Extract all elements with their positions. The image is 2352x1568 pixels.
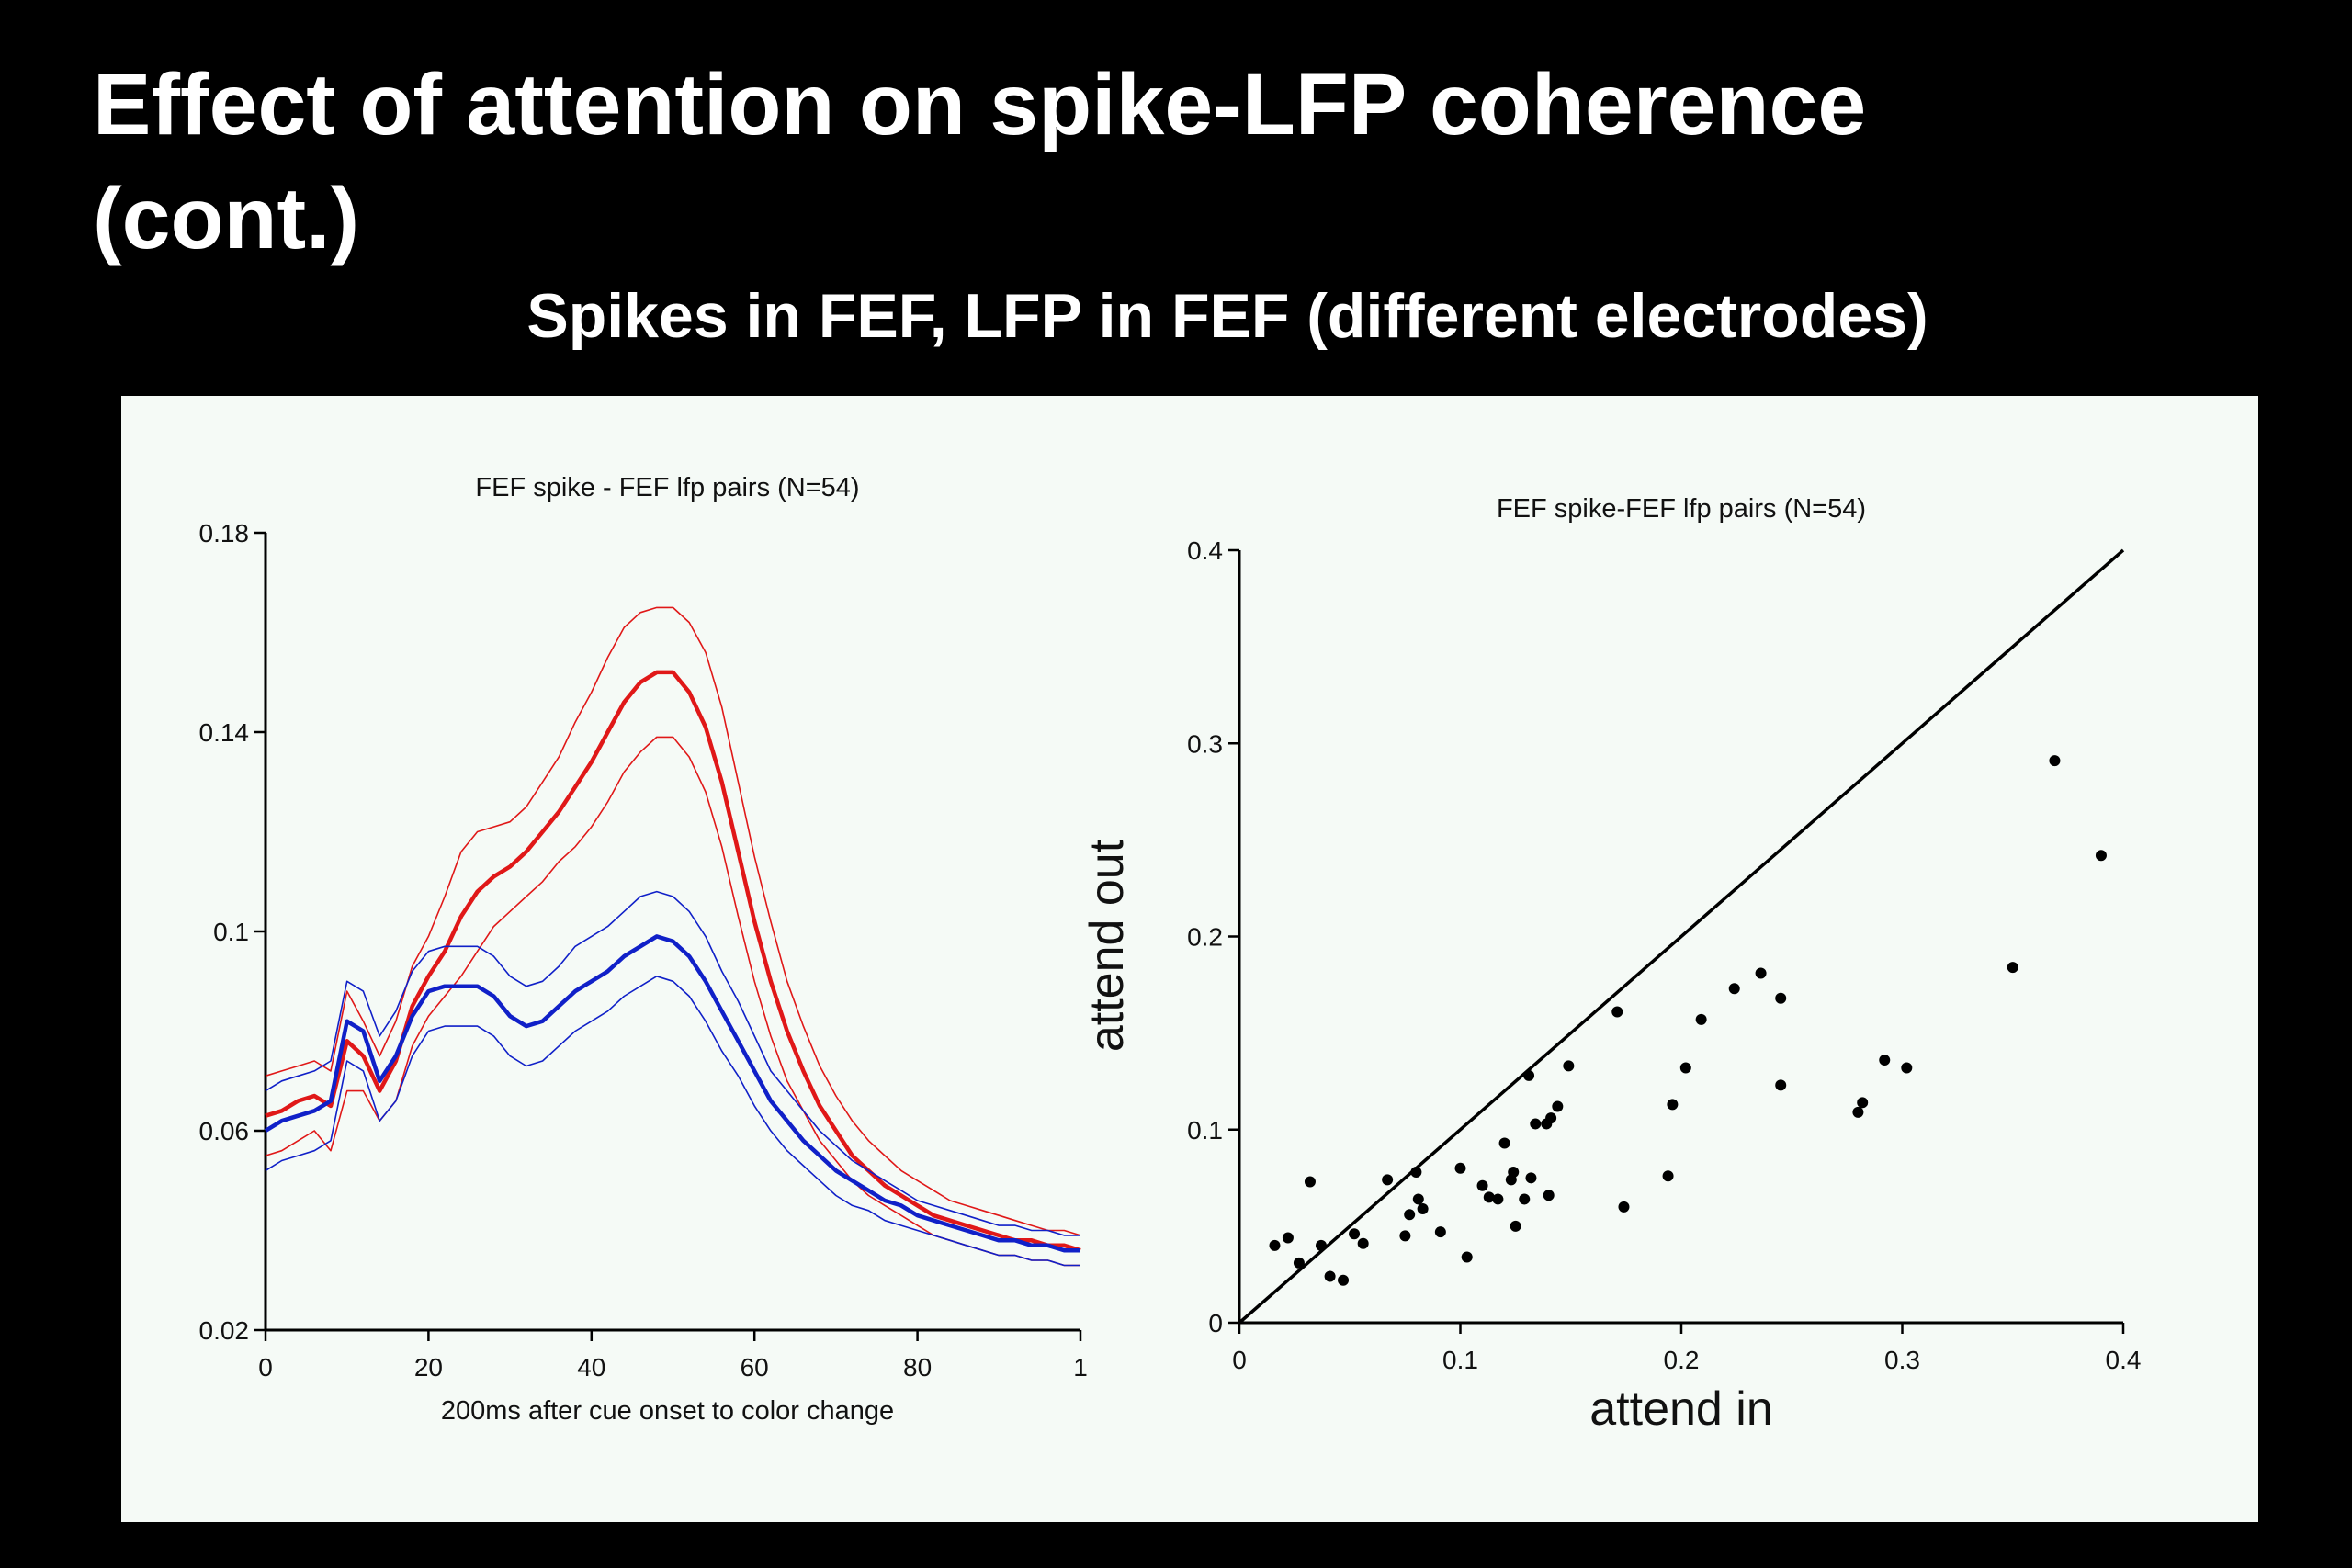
x-axis-label: 200ms after cue onset to color change [441,1396,894,1426]
x-tick-label: 60 [741,1353,769,1382]
y-tick-label: 0.1 [213,918,249,946]
y-tick-label: 0.2 [1187,923,1223,952]
scatter-point [1461,1251,1473,1263]
slide-subtitle: Spikes in FEF, LFP in FEF (different ele… [526,281,1928,351]
line-series [265,606,1081,1236]
scatter-point [2095,850,2107,862]
scatter-point [1618,1201,1630,1213]
x-tick-label: 0.3 [1884,1346,1920,1374]
scatter-point [1324,1270,1336,1282]
scatter-point [1476,1179,1488,1191]
scatter-point [1410,1167,1422,1179]
x-tick-label: 0.4 [2106,1346,2142,1374]
scatter-point [1382,1174,1394,1186]
scatter-point [1412,1193,1424,1205]
chart-title: FEF spike - FEF lfp pairs (N=54) [475,473,859,502]
y-tick-label: 0.14 [199,718,250,747]
x-tick-label: 0 [1232,1346,1247,1374]
line-series [264,934,1080,1253]
scatter-point [1498,1137,1510,1149]
scatter-point [1552,1100,1564,1112]
scatter-point [1492,1193,1504,1205]
scatter-point [1434,1226,1446,1238]
scatter-point [1525,1172,1537,1184]
scatter-point [1519,1193,1531,1205]
scatter-point [1852,1106,1864,1118]
scatter-point [1775,1079,1787,1091]
scatter-point [1695,1013,1707,1025]
x-tick-label: 0 [258,1353,273,1382]
scatter-point [1338,1274,1350,1286]
scatter-point [1483,1191,1495,1203]
scatter-point [1775,992,1787,1004]
scatter-point [1857,1097,1869,1109]
y-tick-label: 0.18 [199,519,250,547]
scatter-point [1357,1237,1369,1249]
scatter-point [1755,967,1767,979]
scatter-point [1269,1239,1281,1251]
scatter-point [1523,1069,1535,1081]
scatter-point [1404,1209,1416,1221]
y-tick-label: 0 [1208,1309,1223,1337]
chart-title: FEF spike-FEF lfp pairs (N=54) [1497,494,1866,524]
scatter-point [1315,1239,1327,1251]
scatter-point [1545,1112,1557,1124]
scatter-point [1508,1167,1520,1179]
y-tick-label: 0.1 [1187,1116,1223,1145]
scatter-point [1510,1220,1521,1232]
slide-title: Effect of attention on spike-LFP coheren… [93,56,1867,267]
scatter-point [1349,1228,1361,1240]
scatter-point [1679,1062,1691,1074]
x-tick-label: 20 [414,1353,443,1382]
scatter-point [2049,755,2061,767]
scatter-point [1282,1232,1294,1244]
x-tick-label: 80 [903,1353,932,1382]
y-axis-label: attend out [1080,839,1134,1052]
x-axis-label: attend in [1589,1382,1773,1436]
y-tick-label: 0.3 [1187,729,1223,758]
scatter-point [1728,983,1740,995]
x-tick-label: 40 [577,1353,605,1382]
y-tick-label: 0.4 [1187,536,1223,565]
scatter-point [1417,1202,1429,1214]
scatter-point [1530,1118,1542,1130]
y-tick-label: 0.06 [199,1117,250,1145]
scatter-point [2007,962,2018,974]
scatter-point [1563,1060,1575,1072]
chart-panel [121,396,2258,1522]
scatter-point [1667,1099,1679,1111]
y-tick-label: 0.02 [199,1316,250,1345]
scatter-point [1662,1170,1674,1182]
scatter-point [1611,1006,1623,1018]
scatter-point [1901,1062,1913,1074]
scatter-point [1399,1230,1411,1242]
diagonal-line [1238,548,2125,1325]
scatter-point [1293,1257,1305,1269]
scatter-point [1454,1162,1466,1174]
scatter-point [1543,1190,1555,1201]
scatter-point [1879,1055,1891,1066]
x-tick-label: 0.2 [1664,1346,1700,1374]
x-tick-label: 1 [1073,1353,1088,1382]
line-series [265,976,1080,1267]
line-series [265,890,1080,1236]
scatter-point [1304,1176,1316,1188]
x-tick-label: 0.1 [1442,1346,1478,1374]
